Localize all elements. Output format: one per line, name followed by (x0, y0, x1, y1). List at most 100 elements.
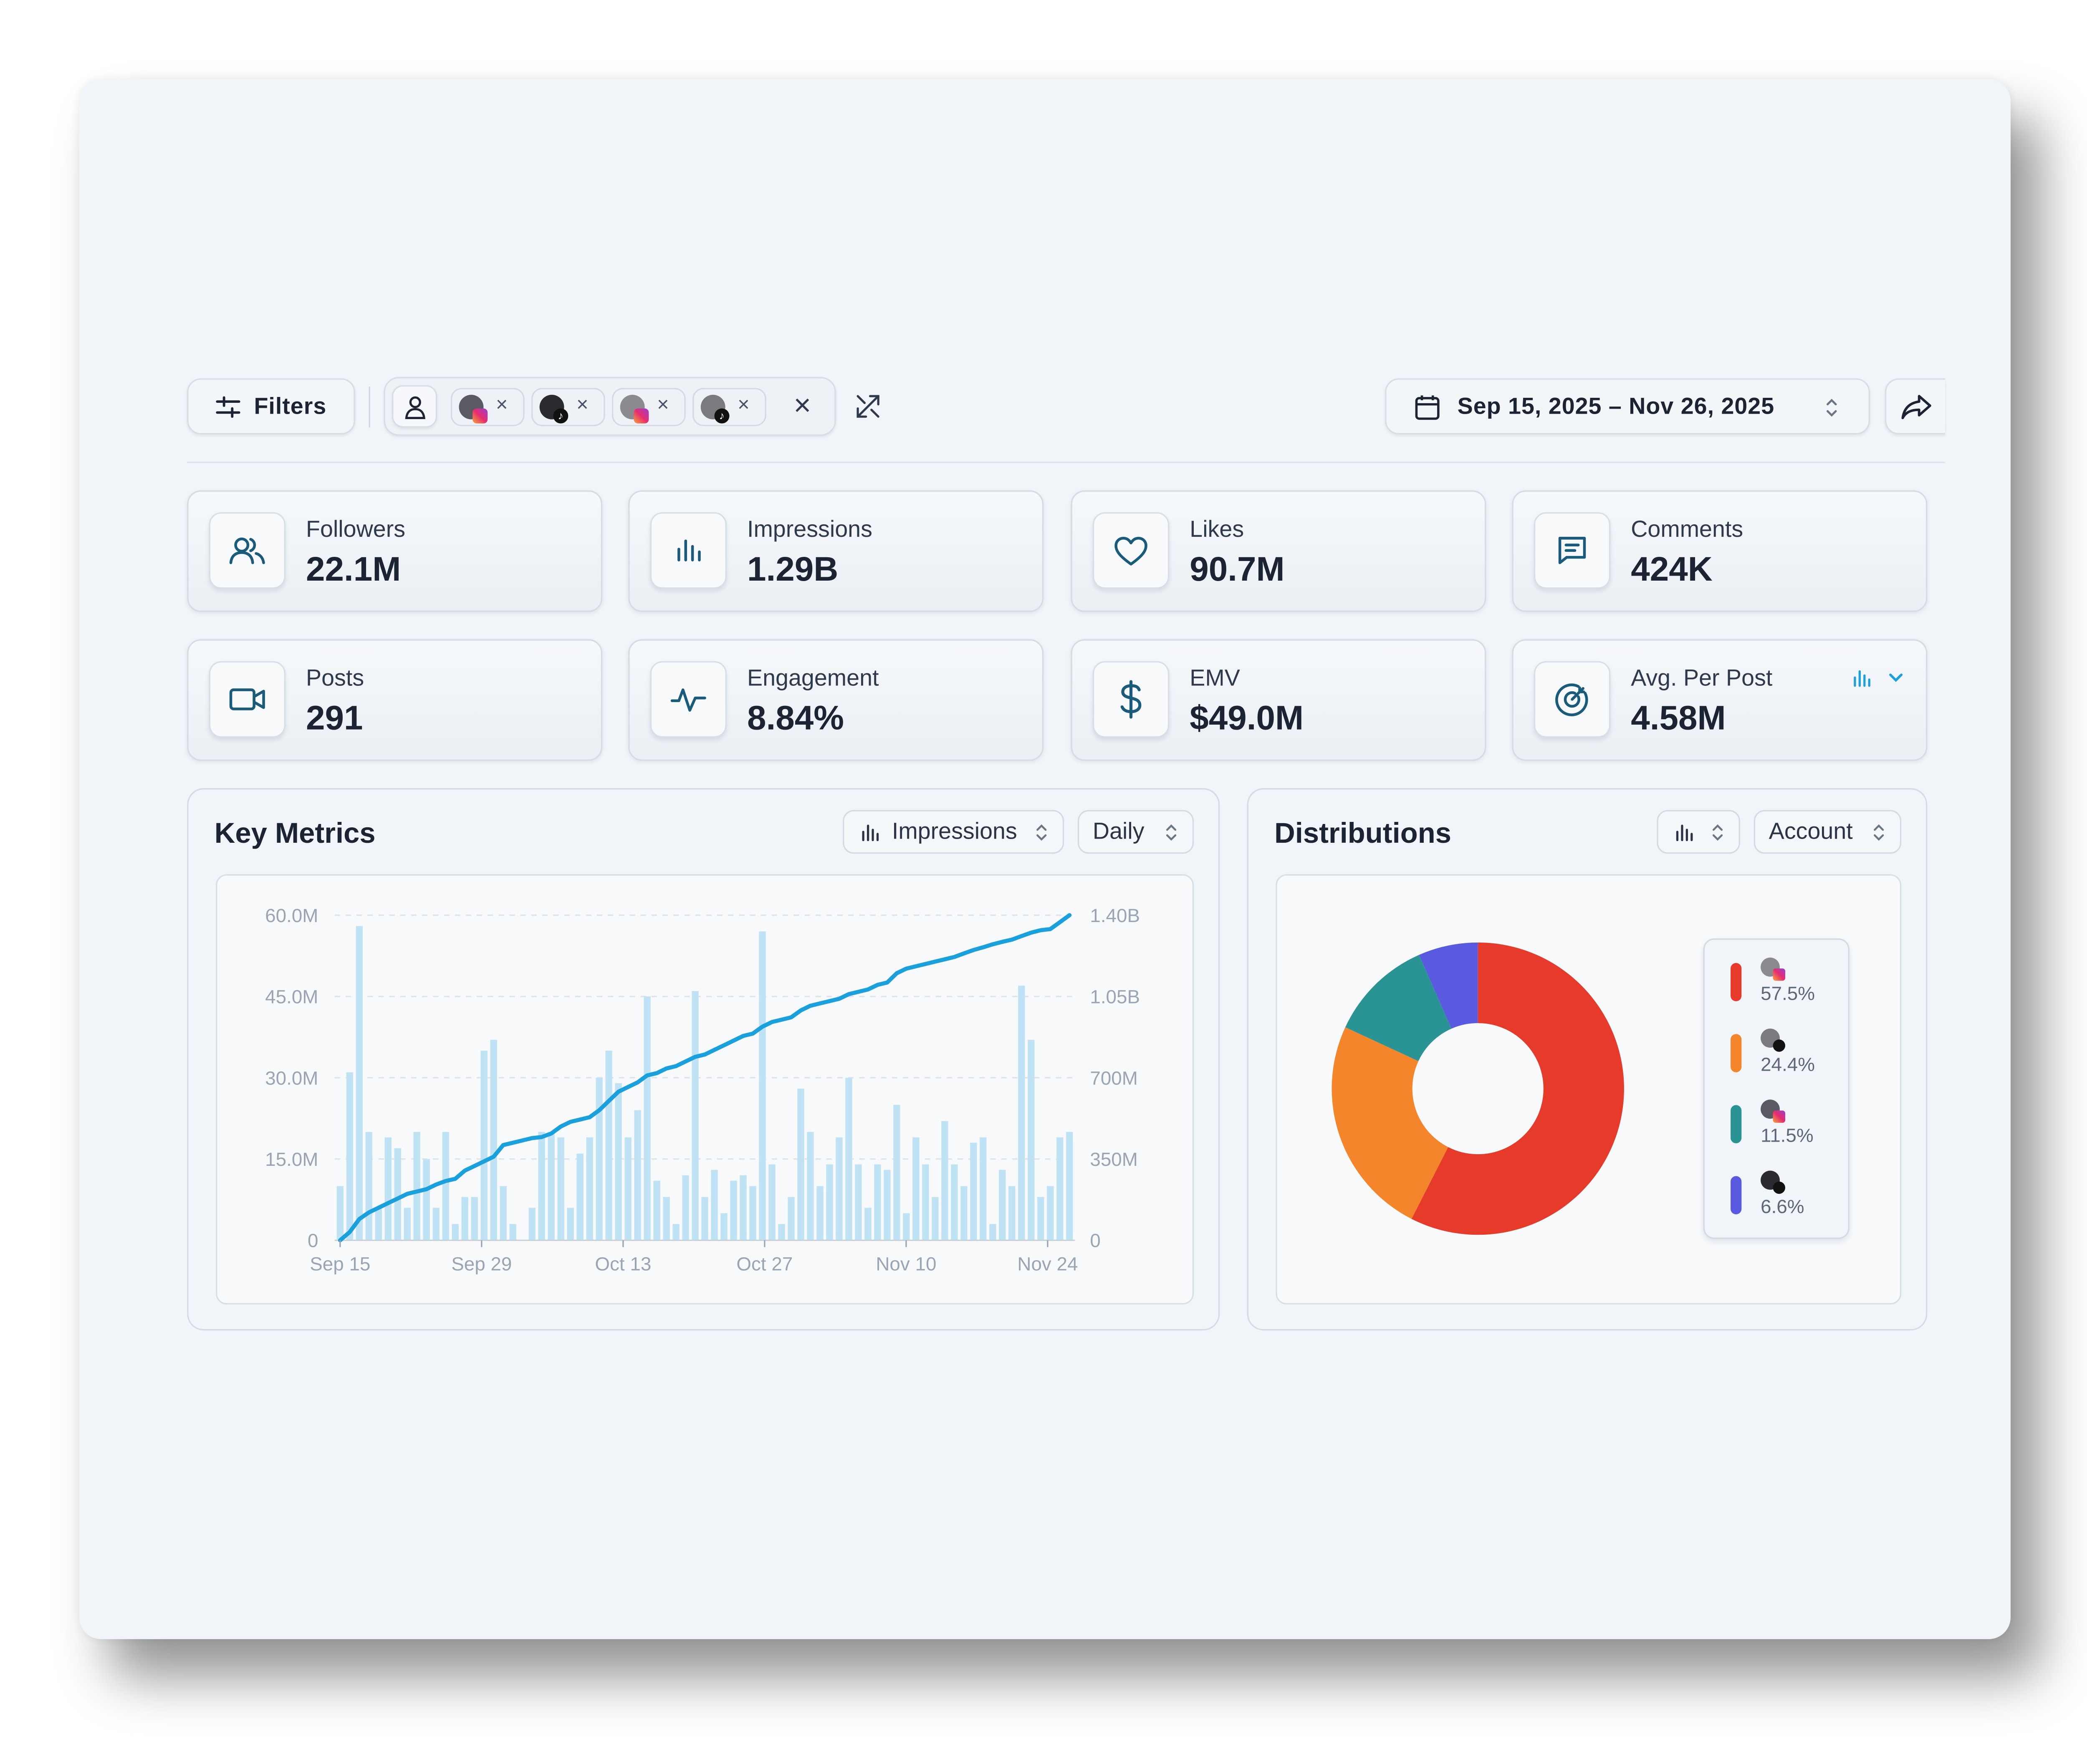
account-chip-2[interactable]: ♪ × (531, 388, 605, 426)
remove-chip-icon[interactable]: × (495, 393, 508, 417)
video-icon (229, 688, 265, 710)
filters-label: Filters (254, 392, 327, 419)
impressions-bar (576, 1153, 584, 1241)
date-range-picker[interactable]: Sep 15, 2025 – Nov 26, 2025 (1385, 378, 1870, 435)
impressions-bar (586, 1137, 593, 1241)
stat-card-impressions[interactable]: Impressions 1.29B (628, 490, 1044, 612)
share-icon (1900, 394, 1931, 419)
tiktok-icon (1773, 1039, 1786, 1052)
impressions-bar (432, 1208, 440, 1241)
instagram-icon (1773, 1110, 1786, 1123)
calendar-icon (1415, 394, 1440, 420)
key-metrics-panel: Key Metrics Impressions Daily 0 0 15.0M 350… (187, 788, 1220, 1331)
impressions-bar (912, 1137, 920, 1241)
stat-label: Posts (306, 665, 364, 691)
distribution-donut-chart (1332, 942, 1624, 1235)
impressions-bar (797, 1088, 804, 1241)
stat-value: 8.84% (747, 699, 844, 738)
stat-card-emv[interactable]: EMV $49.0M (1071, 639, 1486, 761)
legend-swatch (1731, 963, 1742, 1001)
chevron-updown-icon (1827, 399, 1837, 417)
stat-icon-box (1534, 512, 1611, 589)
impressions-bar (605, 1051, 612, 1241)
impressions-bar (692, 991, 699, 1241)
clear-accounts-icon[interactable]: × (793, 388, 811, 422)
stat-icon-box (650, 512, 727, 589)
compare-off-icon[interactable] (855, 393, 881, 419)
instagram-icon (1773, 968, 1786, 981)
impressions-bar (394, 1148, 401, 1241)
stat-card-posts[interactable]: Posts 291 (187, 639, 603, 761)
remove-chip-icon[interactable]: × (657, 393, 669, 417)
stat-card-avg-per-post[interactable]: Avg. Per Post 4.58M (1512, 639, 1928, 761)
tiktok-icon: ♪ (553, 408, 568, 424)
remove-chip-icon[interactable]: × (576, 393, 589, 417)
account-chip-4[interactable]: ♪ × (692, 388, 766, 426)
header-separator (187, 462, 1945, 463)
impressions-bar (567, 1208, 574, 1241)
stat-label: Engagement (747, 665, 879, 691)
stat-card-comments[interactable]: Comments 424K (1512, 490, 1928, 612)
bar-chart-icon (677, 539, 701, 561)
users-icon (229, 537, 265, 564)
impressions-bar (663, 1197, 670, 1241)
chevron-updown-icon (1036, 824, 1047, 841)
bar-chart-icon[interactable] (1852, 669, 1871, 687)
impressions-bar (548, 1132, 555, 1241)
stat-value: 22.1M (306, 550, 401, 589)
impressions-bar (480, 1051, 488, 1241)
impressions-bar (423, 1159, 430, 1241)
share-button[interactable] (1885, 378, 1945, 435)
date-range-label: Sep 15, 2025 – Nov 26, 2025 (1457, 392, 1775, 419)
account-selector-button[interactable] (392, 385, 437, 428)
impressions-bar (989, 1224, 996, 1241)
impressions-bar (365, 1132, 372, 1241)
stat-value: 424K (1631, 550, 1713, 589)
y-right-tick-label: 1.40B (1090, 905, 1140, 926)
chevron-down-icon[interactable] (1887, 672, 1904, 683)
impressions-bar (1037, 1197, 1044, 1241)
impressions-bar (490, 1040, 497, 1241)
y-left-tick-label: 45.0M (265, 986, 318, 1008)
stat-label: Likes (1190, 516, 1244, 543)
stat-card-likes[interactable]: Likes 90.7M (1071, 490, 1486, 612)
tiktok-icon: ♪ (714, 408, 730, 424)
x-tick-label: Sep 29 (451, 1253, 512, 1274)
legend-item: 11.5% (1705, 1082, 1848, 1153)
account-chip-3[interactable]: × (612, 388, 686, 426)
interval-select[interactable]: Daily (1077, 810, 1194, 854)
impressions-bar (346, 1072, 353, 1241)
impressions-bar (384, 1137, 392, 1241)
impressions-bar (634, 1110, 641, 1241)
impressions-bar (1056, 1137, 1064, 1241)
account-chip-1[interactable]: × (450, 388, 525, 426)
stat-card-followers[interactable]: Followers 22.1M (187, 490, 603, 612)
remove-chip-icon[interactable]: × (738, 393, 750, 417)
impressions-bar (960, 1186, 968, 1241)
impressions-bar (682, 1175, 689, 1241)
impressions-bar (749, 1186, 756, 1241)
impressions-bar (557, 1137, 564, 1241)
chevron-updown-icon (1712, 824, 1723, 841)
stat-icon-box (1534, 661, 1611, 738)
comment-icon (1558, 537, 1586, 564)
key-metrics-chart: 0 0 15.0M 350M 30.0M 700M 45.0M 1.05B 60.0M 1.40B… (265, 905, 1140, 1274)
impressions-bar (922, 1164, 929, 1241)
y-left-tick-label: 60.0M (265, 905, 318, 926)
stat-card-engagement[interactable]: Engagement 8.84% (628, 639, 1044, 761)
metric-select[interactable]: Impressions (843, 810, 1064, 854)
impressions-bar (615, 1083, 622, 1241)
group-by-select[interactable]: Account (1753, 810, 1902, 854)
distributions-panel: Distributions Account 57.5% (1247, 788, 1928, 1331)
key-metrics-chart-frame: 0 0 15.0M 350M 30.0M 700M 45.0M 1.05B 60.0M 1.40B… (216, 874, 1194, 1305)
filters-button[interactable]: Filters (187, 378, 355, 435)
impressions-bar (740, 1175, 747, 1241)
impressions-bar (970, 1142, 977, 1241)
y-left-tick-label: 30.0M (265, 1067, 318, 1089)
stat-label: Comments (1631, 516, 1743, 543)
impressions-bar (356, 926, 363, 1241)
impressions-bar (720, 1213, 728, 1241)
impressions-bar (730, 1180, 737, 1241)
legend-swatch (1731, 1034, 1742, 1072)
chart-type-select[interactable] (1657, 810, 1741, 854)
